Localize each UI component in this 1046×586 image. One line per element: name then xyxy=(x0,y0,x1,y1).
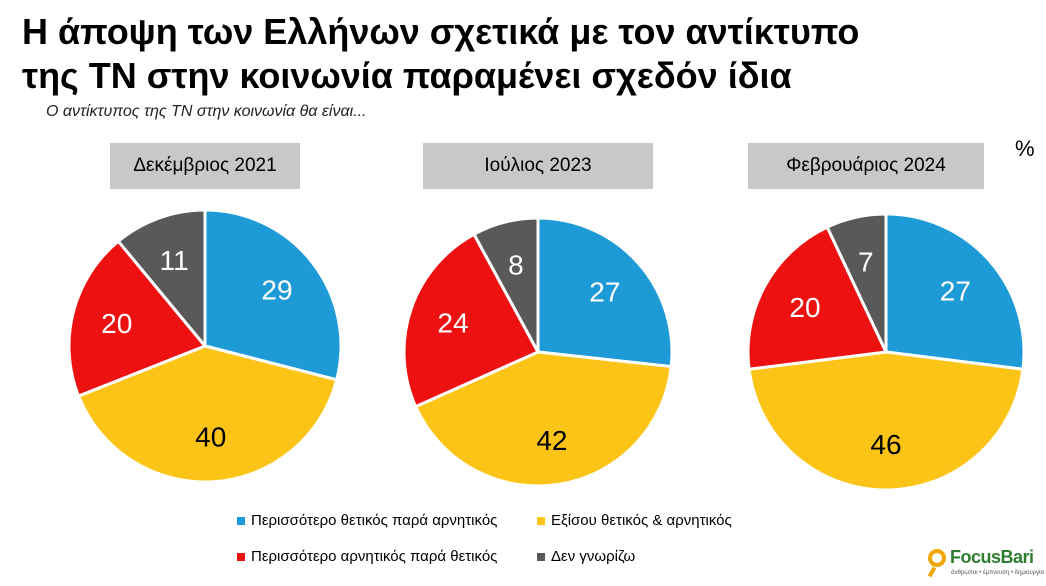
legend-item-dont-know: Δεν γνωρίζω xyxy=(537,548,635,565)
slice-feb-2024-equal xyxy=(747,350,1025,492)
chart-subtitle: Ο αντίκτυπος της ΤΝ στην κοινωνία θα είν… xyxy=(46,103,367,120)
data-label-jul-2023-equal: 42 xyxy=(536,425,567,456)
pie-chart-jul-2023: 27 42 24 8 xyxy=(402,216,674,488)
slice-feb-2024-more-negative xyxy=(746,225,888,371)
slice-dec-2021-equal xyxy=(77,344,339,484)
legend-label-more-negative: Περισσότερο αρνητικός παρά θετικός xyxy=(251,548,498,565)
data-label-feb-2024-dont-know: 7 xyxy=(858,246,874,277)
legend-swatch-equal xyxy=(537,516,545,525)
logo-brand-bari: Bari xyxy=(1000,547,1035,567)
legend-item-more-negative: Περισσότερο αρνητικός παρά θετικός xyxy=(237,548,497,565)
slice-jul-2023-equal xyxy=(414,350,673,488)
logo-brand: FocusBari xyxy=(950,547,1034,568)
data-label-feb-2024-equal: 46 xyxy=(870,429,901,460)
magnifier-handle xyxy=(927,566,937,578)
data-label-dec-2021-equal: 40 xyxy=(195,421,226,452)
logo-tagline: άνθρωποι • έμπνευση • δημιουργία xyxy=(951,570,1044,576)
data-label-jul-2023-more-positive: 27 xyxy=(589,277,620,308)
slice-dec-2021-more-negative xyxy=(67,239,207,398)
period-label-dec-2021: Δεκέμβριος 2021 xyxy=(110,143,300,189)
pie-chart-feb-2024: 27 46 20 7 xyxy=(746,212,1026,492)
focusbari-logo: FocusBari άνθρωποι • έμπνευση • δημιουργ… xyxy=(927,547,1044,581)
logo-brand-focus: Focus xyxy=(950,547,1001,567)
slice-jul-2023-more-positive xyxy=(536,216,674,369)
data-label-dec-2021-more-positive: 29 xyxy=(261,275,292,306)
data-label-jul-2023-dont-know: 8 xyxy=(508,249,524,280)
slice-jul-2023-more-negative xyxy=(402,232,540,409)
pie-chart-dec-2021: 29 40 20 11 xyxy=(67,208,343,484)
period-label-feb-2024: Φεβρουάριος 2024 xyxy=(748,143,984,189)
title-line-2: της ΤΝ στην κοινωνία παραμένει σχεδόν ίδ… xyxy=(22,55,792,96)
legend-swatch-more-negative xyxy=(237,552,245,561)
data-label-jul-2023-more-negative: 24 xyxy=(437,308,468,339)
legend-item-more-positive: Περισσότερο θετικός παρά αρνητικός xyxy=(237,512,497,529)
chart-title: Η άποψη των Ελλήνων σχετικά με τον αντίκ… xyxy=(22,10,859,98)
slice-feb-2024-dont-know xyxy=(825,212,888,354)
magnifier-icon xyxy=(928,549,946,567)
legend-label-equal: Εξίσου θετικός & αρνητικός xyxy=(551,512,732,529)
slice-jul-2023-dont-know xyxy=(472,216,540,354)
title-line-1: Η άποψη των Ελλήνων σχετικά με τον αντίκ… xyxy=(22,11,860,52)
legend-swatch-more-positive xyxy=(237,516,245,525)
data-label-dec-2021-more-negative: 20 xyxy=(101,308,132,339)
unit-label: % xyxy=(1015,136,1035,161)
legend-label-dont-know: Δεν γνωρίζω xyxy=(551,548,636,565)
legend-label-more-positive: Περισσότερο θετικός παρά αρνητικός xyxy=(251,512,498,529)
period-label-jul-2023: Ιούλιος 2023 xyxy=(423,143,653,189)
slice-feb-2024-more-positive xyxy=(884,212,1026,371)
data-label-dec-2021-dont-know: 11 xyxy=(160,245,189,276)
data-label-feb-2024-more-positive: 27 xyxy=(940,275,971,306)
slice-dec-2021-dont-know xyxy=(116,208,207,348)
data-label-feb-2024-more-negative: 20 xyxy=(789,292,820,323)
legend-swatch-dont-know xyxy=(537,552,545,561)
slice-dec-2021-more-positive xyxy=(203,208,343,382)
legend-item-equal: Εξίσου θετικός & αρνητικός xyxy=(537,512,732,529)
